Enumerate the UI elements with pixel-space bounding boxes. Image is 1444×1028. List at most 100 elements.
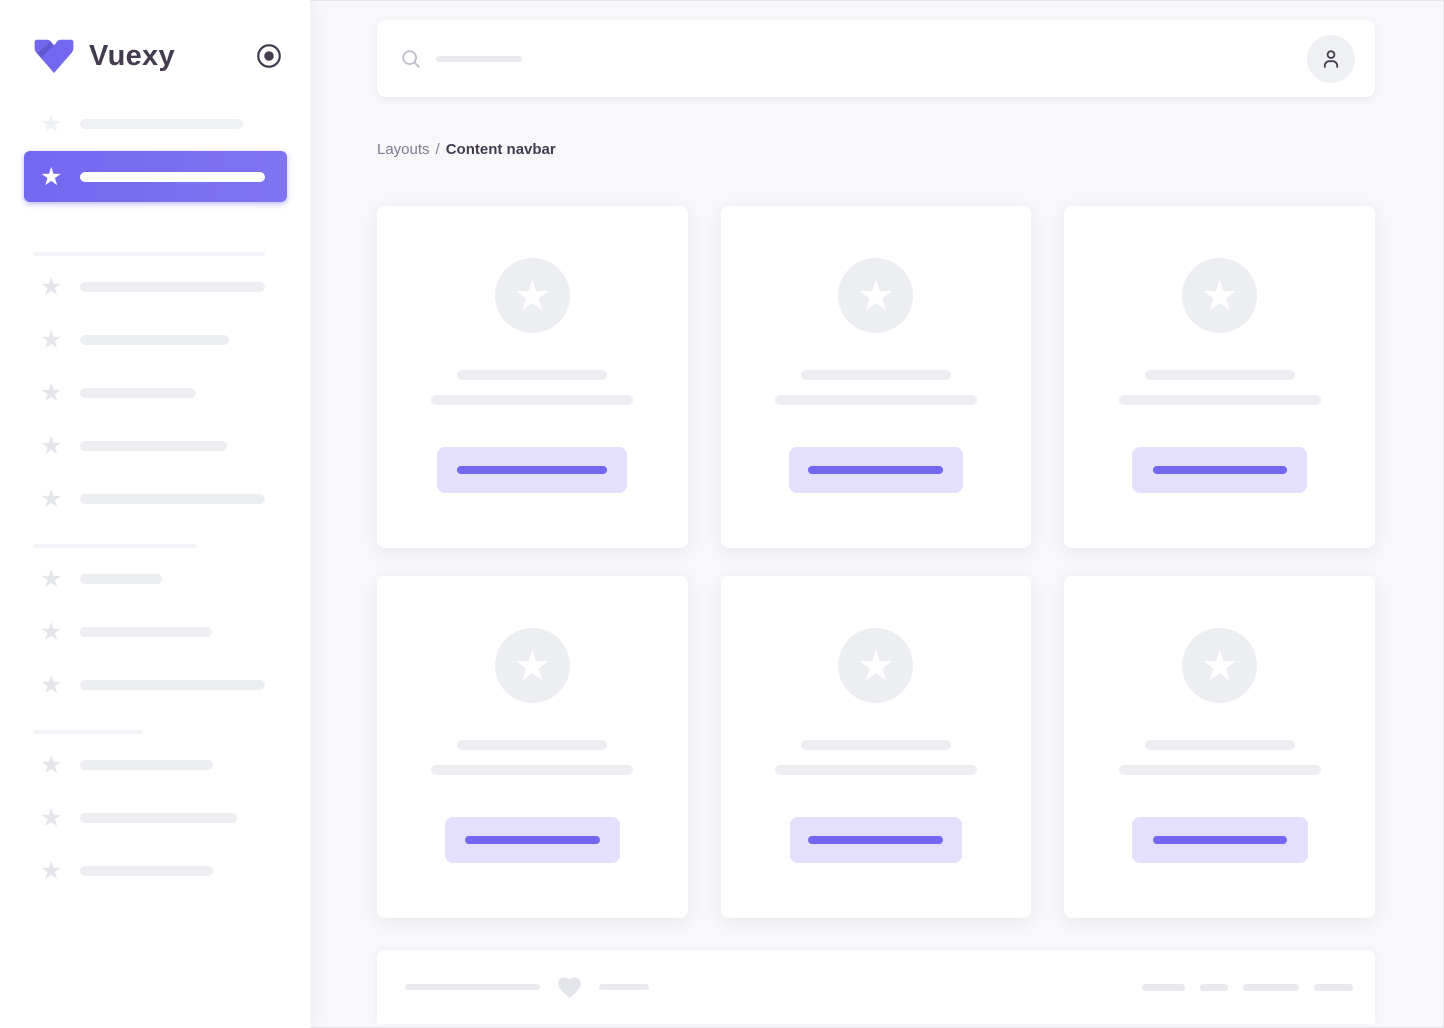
menu-label-placeholder [80,494,265,504]
card-grid: ★ ★ ★ ★ ★ [377,206,1375,918]
card-button-placeholder[interactable] [437,447,628,493]
card-avatar-circle: ★ [494,258,570,333]
star-icon: ★ [40,432,63,460]
card-title-placeholder [1144,370,1295,380]
card-avatar-circle: ★ [1182,258,1258,333]
sidebar-item[interactable]: ★ [40,804,287,832]
star-icon: ★ [40,485,63,513]
card-button-placeholder[interactable] [1132,447,1308,493]
sidebar-item[interactable]: ★ [40,326,287,354]
menu-section-divider [33,252,265,256]
menu-section-divider [33,730,143,734]
breadcrumb-current: Content navbar [445,141,556,158]
vuexy-logo-icon [34,39,74,73]
star-icon: ★ [40,162,63,191]
star-icon: ★ [1200,271,1239,319]
menu-label-placeholder [80,760,213,770]
card-title-placeholder [457,740,608,750]
top-navbar [377,20,1375,97]
card-title-placeholder [1144,740,1295,750]
record-circle-icon[interactable] [255,42,283,70]
heart-icon [558,976,581,998]
sidebar-item[interactable]: ★ [40,485,287,513]
card-subtitle-placeholder [431,395,634,405]
footer-link-placeholder [1243,983,1299,991]
menu-label-placeholder [80,866,213,876]
search-icon [402,49,420,68]
card-subtitle-placeholder [774,395,977,405]
sidebar-item-active[interactable]: ★ [24,151,287,202]
card-button-placeholder[interactable] [788,447,963,493]
star-icon: ★ [40,618,63,646]
menu-label-placeholder [80,388,196,398]
footer [377,950,1375,1024]
user-avatar[interactable] [1307,34,1355,83]
footer-right [1142,983,1353,991]
footer-link-placeholder [1200,983,1228,991]
button-label-placeholder [464,836,600,844]
search-placeholder-bar [436,55,522,62]
star-icon: ★ [513,641,552,689]
card-title-placeholder [800,370,951,380]
content-card: ★ [377,576,688,918]
sidebar-item[interactable]: ★ [40,379,287,407]
brand-name: Vuexy [89,39,175,72]
menu-label-placeholder [80,282,265,292]
sidebar-item[interactable]: ★ [40,857,287,885]
star-icon: ★ [513,271,552,319]
content-card: ★ [720,206,1032,548]
star-icon: ★ [40,804,63,832]
card-title-placeholder [800,740,951,750]
card-subtitle-placeholder [1118,765,1321,775]
card-subtitle-placeholder [1118,395,1321,405]
button-label-placeholder [808,466,944,474]
menu-label-placeholder [80,813,237,823]
sidebar-item[interactable]: ★ [40,432,287,460]
sidebar-item[interactable]: ★ [40,110,287,138]
menu-section-divider [33,544,196,548]
breadcrumb: Layouts / Content navbar [377,139,1375,161]
brand-logo[interactable]: Vuexy [33,36,283,76]
star-icon: ★ [1200,641,1239,689]
card-avatar-circle: ★ [838,628,914,703]
sidebar-item[interactable]: ★ [40,618,287,646]
star-icon: ★ [857,271,895,319]
button-label-placeholder [457,466,608,474]
sidebar-item[interactable]: ★ [40,753,287,778]
card-button-placeholder[interactable] [789,817,962,863]
footer-link-placeholder [1314,983,1353,991]
star-icon: ★ [40,326,63,354]
user-icon [1323,49,1339,68]
star-icon: ★ [40,671,63,699]
footer-left [405,974,649,1001]
star-icon: ★ [40,110,63,138]
sidebar-menu: ★ ★ ★ ★ ★ ★ ★ ★ ★ ★ ★ ★ ★ [0,110,310,885]
breadcrumb-parent-link[interactable]: Layouts [377,141,430,158]
card-avatar-circle: ★ [1182,628,1258,703]
star-icon: ★ [857,641,895,689]
content-card: ★ [720,576,1032,918]
star-icon: ★ [40,379,63,407]
footer-text-placeholder [599,984,649,990]
menu-label-placeholder [80,627,212,637]
card-button-placeholder[interactable] [1131,817,1308,863]
sidebar-item[interactable]: ★ [40,567,287,592]
star-icon: ★ [40,273,63,301]
menu-label-placeholder [80,335,229,345]
card-button-placeholder[interactable] [444,817,620,863]
menu-label-placeholder [80,574,162,584]
sidebar-item[interactable]: ★ [40,273,287,301]
star-icon: ★ [40,857,63,885]
footer-link-placeholder [1142,983,1185,991]
button-label-placeholder [808,836,944,844]
content-card: ★ [1064,206,1375,548]
card-avatar-circle: ★ [838,258,914,333]
search-input[interactable] [400,48,522,70]
sidebar-item[interactable]: ★ [40,671,287,699]
card-avatar-circle: ★ [494,628,570,703]
button-label-placeholder [1152,466,1287,474]
main-area: Layouts / Content navbar ★ ★ ★ ★ [310,0,1444,1028]
menu-label-placeholder [80,680,265,690]
menu-label-placeholder [80,441,227,451]
breadcrumb-separator: / [435,141,440,158]
